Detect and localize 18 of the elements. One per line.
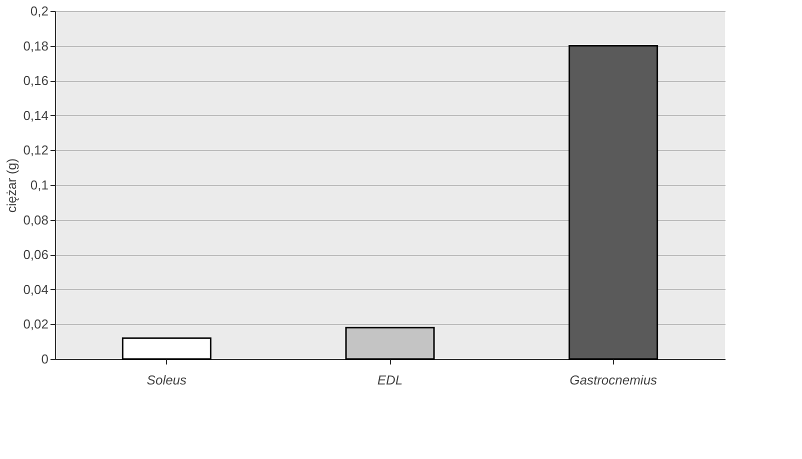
bar (345, 326, 435, 360)
x-tick-label: Soleus (146, 372, 188, 388)
y-axis-title: ciężar (g) (4, 158, 20, 213)
y-tick-label: 0 (41, 352, 48, 366)
y-tick-label: 0,16 (23, 73, 48, 88)
y-tick-label: 0,1 (30, 178, 48, 192)
y-tick-label: 0,2 (30, 4, 48, 18)
y-tick-label: 0,06 (23, 247, 48, 262)
y-tick-label: 0,08 (23, 212, 48, 228)
y-tick-label: 0,02 (23, 316, 48, 332)
x-tick-label: EDL (377, 372, 403, 388)
y-tick-label: 0,14 (23, 108, 48, 123)
bar (122, 337, 212, 360)
y-tick-label: 0,04 (23, 282, 48, 297)
y-tick-label: 0,18 (23, 38, 48, 54)
bar (568, 45, 658, 360)
y-tick-label: 0,12 (23, 142, 48, 158)
x-tick-label: Gastrocnemius (570, 372, 658, 388)
